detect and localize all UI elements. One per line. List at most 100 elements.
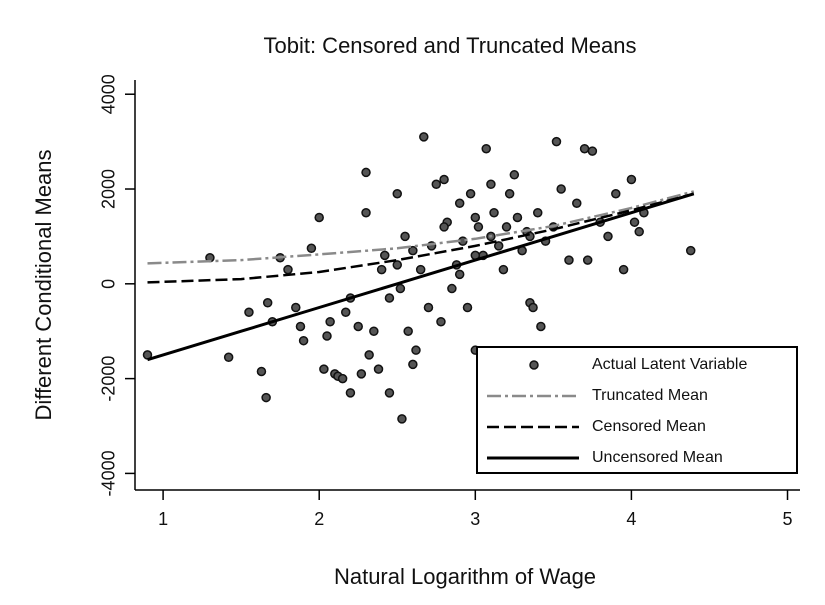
scatter-point — [634, 226, 644, 237]
scatter-point — [498, 264, 509, 275]
scatter-point — [411, 345, 421, 355]
x-tick-label: 3 — [470, 509, 480, 529]
scatter-point — [532, 207, 543, 218]
scatter-point — [403, 326, 413, 336]
scatter-point — [493, 241, 504, 251]
scatter-point — [408, 359, 418, 370]
scatter-point — [322, 331, 332, 341]
scatter-point — [587, 146, 598, 156]
scatter-point — [337, 373, 348, 384]
x-axis-label: Natural Logarithm of Wage — [334, 564, 596, 589]
scatter-point — [536, 321, 546, 332]
scatter-point — [564, 255, 574, 265]
scatter-point — [291, 302, 301, 313]
scatter-point — [408, 245, 418, 256]
scatter-point — [626, 174, 637, 185]
y-tick-label: -4000 — [99, 450, 119, 496]
scatter-point — [395, 283, 406, 294]
scatter-point — [298, 335, 309, 346]
scatter-point — [283, 264, 293, 275]
x-tick-label: 4 — [626, 509, 636, 529]
scatter-point — [423, 302, 434, 313]
scatter-point — [629, 217, 640, 227]
scatter-point — [384, 388, 395, 398]
scatter-point — [465, 189, 476, 199]
scatter-point — [361, 207, 371, 218]
mean-line — [147, 190, 695, 265]
y-tick-label: 0 — [99, 279, 119, 289]
y-tick-label: 2000 — [99, 169, 119, 209]
scatter-point — [380, 250, 390, 261]
scatter-point — [603, 231, 613, 242]
scatter-point — [319, 364, 329, 374]
scatter-point — [353, 321, 363, 332]
scatter-point — [572, 198, 582, 208]
scatter-point — [415, 264, 426, 275]
x-tick-label: 5 — [783, 509, 793, 529]
x-tick-label: 1 — [158, 509, 168, 529]
scatter-point — [376, 264, 387, 275]
scatter-point — [364, 350, 374, 360]
scatter-point — [473, 222, 484, 232]
scatter-point — [431, 179, 442, 190]
y-tick-label: 4000 — [99, 74, 119, 114]
legend-label: Uncensored Mean — [592, 449, 723, 466]
scatter-point — [400, 231, 410, 242]
scatter-point — [295, 321, 306, 332]
scatter-point — [528, 302, 538, 313]
legend-marker — [529, 360, 539, 370]
scatter-point — [447, 283, 457, 294]
scatter-point — [392, 189, 403, 199]
scatter-point — [685, 245, 696, 256]
mean-line — [147, 192, 695, 284]
scatter-point — [256, 366, 267, 377]
y-tick-label: -2000 — [99, 356, 119, 402]
scatter-point — [314, 212, 324, 223]
scatter-point — [373, 364, 384, 374]
scatter-point — [397, 414, 407, 424]
scatter-point — [306, 243, 317, 254]
scatter-point — [325, 316, 335, 327]
scatter-point — [486, 179, 496, 190]
scatter-point — [454, 198, 465, 208]
scatter-point — [470, 212, 481, 223]
scatter-point — [356, 369, 367, 379]
scatter-point — [439, 174, 449, 185]
scatter-point — [262, 298, 273, 308]
mean-line — [147, 192, 695, 362]
scatter-point — [345, 388, 356, 398]
scatter-point — [509, 170, 520, 180]
scatter-point — [223, 352, 234, 363]
scatter-point — [504, 189, 515, 199]
scatter-point — [261, 392, 271, 403]
x-tick-label: 2 — [314, 509, 324, 529]
scatter-point — [244, 307, 254, 318]
scatter-point — [618, 264, 629, 275]
scatter-point — [436, 316, 446, 327]
scatter-point — [501, 222, 512, 232]
scatter-point — [556, 184, 566, 194]
scatter-point — [481, 143, 491, 154]
scatter-point — [551, 136, 562, 147]
legend-label: Actual Latent Variable — [592, 356, 747, 373]
legend: Actual Latent Variable Truncated Mean Cens… — [476, 346, 798, 474]
scatter-point — [611, 189, 621, 199]
y-axis-label: Different Conditional Means — [31, 149, 56, 420]
chart-title: Tobit: Censored and Truncated Means — [263, 33, 636, 58]
scatter-point — [454, 269, 465, 280]
legend-label: Censored Mean — [592, 418, 706, 435]
scatter-point — [579, 143, 590, 154]
scatter-point — [419, 132, 429, 142]
scatter-point — [439, 222, 449, 232]
scatter-point — [462, 302, 473, 313]
scatter-point — [489, 207, 499, 218]
scatter-point — [369, 326, 379, 336]
scatter-point — [361, 167, 371, 178]
scatter-point — [512, 212, 523, 223]
scatter-point — [384, 293, 395, 303]
scatter-point — [392, 260, 403, 270]
scatter-point — [340, 307, 351, 318]
scatter-point — [582, 255, 593, 265]
legend-label: Truncated Mean — [592, 387, 708, 404]
